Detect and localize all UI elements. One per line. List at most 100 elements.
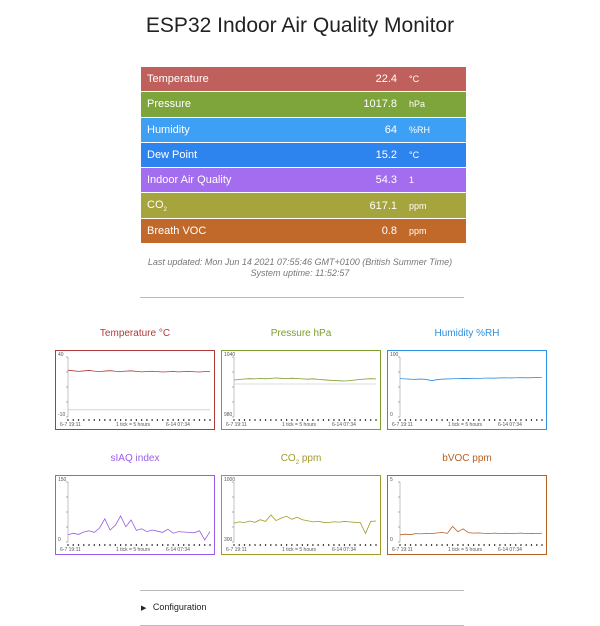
x-tick: [525, 544, 527, 546]
x-tick: [280, 419, 282, 421]
reading-row: CO2 617.1 ppm: [141, 192, 466, 219]
series-line: [399, 377, 543, 382]
chart-plot: [66, 481, 211, 546]
x-axis-label: 6-7 19:11: [226, 547, 247, 553]
x-axis-label: 6-14 07:34: [332, 547, 356, 553]
x-tick: [462, 544, 464, 546]
reading-label: Breath VOC: [141, 218, 327, 245]
x-tick: [415, 419, 417, 421]
x-tick: [364, 419, 367, 421]
x-tick: [238, 544, 240, 546]
series-line: [67, 369, 211, 373]
x-tick: [83, 544, 85, 546]
reading-value: 54.3: [327, 167, 397, 194]
chart-title: bVOC ppm: [442, 453, 492, 464]
series-line: [67, 515, 211, 541]
configuration-toggle[interactable]: ▶ Configuration: [141, 602, 206, 612]
divider: [140, 590, 464, 591]
page-title: ESP32 Indoor Air Quality Monitor: [145, 14, 455, 37]
y-min-label: 300: [224, 537, 233, 543]
x-tick: [483, 419, 485, 421]
x-tick: [446, 544, 448, 546]
chart-title: Humidity %RH: [434, 328, 500, 339]
x-tick: [409, 419, 412, 421]
divider: [140, 297, 464, 298]
x-tick: [67, 544, 69, 546]
x-tick: [114, 419, 116, 421]
reading-value: 15.2: [327, 142, 397, 169]
chart-title: Pressure hPa: [270, 328, 332, 339]
x-tick: [375, 419, 377, 421]
x-tick: [83, 419, 85, 421]
chart-plot: [232, 356, 377, 421]
reading-row: Humidity 64 %RH: [141, 117, 466, 143]
x-tick: [291, 419, 293, 421]
x-tick: [156, 544, 159, 546]
x-tick: [198, 419, 201, 421]
x-tick: [349, 544, 351, 546]
x-tick: [151, 544, 153, 546]
x-tick: [98, 419, 101, 421]
x-tick: [536, 419, 538, 421]
x-tick: [541, 544, 543, 546]
y-min-label: 0: [58, 537, 61, 543]
chart-panel: 40 -10 6-7 19:11 1 tick = 5 hours 6-14 07:34: [55, 350, 215, 430]
x-tick: [430, 544, 433, 546]
x-tick: [130, 419, 132, 421]
x-tick: [451, 544, 454, 546]
x-tick: [88, 419, 90, 421]
x-tick: [77, 544, 80, 546]
x-tick: [188, 419, 190, 421]
reading-row: Indoor Air Quality 54.3 1: [141, 167, 466, 194]
chart-title: Temperature °C: [99, 328, 171, 339]
chart-panel: 150 0 6-7 19:11 1 tick = 5 hours 6-14 07:34: [55, 475, 215, 555]
x-tick: [243, 419, 246, 421]
x-tick: [109, 419, 111, 421]
y-min-label: -10: [58, 412, 66, 418]
x-tick: [67, 419, 69, 421]
reading-unit: °C: [397, 142, 466, 169]
x-tick: [77, 419, 80, 421]
y-max-label: 150: [58, 477, 67, 483]
x-tick: [399, 544, 401, 546]
x-tick: [441, 544, 443, 546]
x-tick: [504, 544, 506, 546]
x-tick: [98, 544, 101, 546]
x-tick: [264, 544, 267, 546]
reading-value: 1017.8: [327, 91, 397, 118]
x-tick: [370, 544, 372, 546]
x-axis-label: 6-14 07:34: [498, 422, 522, 428]
x-tick: [488, 419, 491, 421]
y-max-label: 100: [390, 352, 399, 358]
x-tick: [488, 544, 491, 546]
x-tick: [243, 544, 246, 546]
x-tick: [525, 419, 527, 421]
x-tick: [104, 419, 106, 421]
reading-unit: %RH: [397, 117, 466, 143]
x-tick: [88, 544, 90, 546]
chart-plot: [66, 356, 211, 421]
x-tick: [307, 419, 309, 421]
x-tick: [312, 544, 314, 546]
reading-label: CO2: [141, 192, 327, 219]
x-tick: [520, 544, 522, 546]
x-tick: [259, 419, 261, 421]
reading-label: Temperature: [141, 67, 327, 93]
chart-plot: [398, 481, 543, 546]
series-line: [233, 514, 377, 535]
x-tick: [467, 419, 469, 421]
x-tick: [296, 419, 298, 421]
x-tick: [141, 544, 143, 546]
chart-panel: 5 0 6-7 19:11 1 tick = 5 hours 6-14 07:34: [387, 475, 547, 555]
x-tick: [183, 419, 185, 421]
series-line: [399, 525, 543, 536]
x-axis-label: 1 tick = 5 hours: [448, 422, 483, 428]
x-tick: [322, 544, 325, 546]
x-tick: [338, 544, 340, 546]
x-tick: [119, 419, 122, 421]
x-tick: [204, 544, 206, 546]
x-tick: [125, 544, 127, 546]
x-tick: [204, 419, 206, 421]
x-tick: [451, 419, 454, 421]
x-axis-label: 6-14 07:34: [166, 422, 190, 428]
